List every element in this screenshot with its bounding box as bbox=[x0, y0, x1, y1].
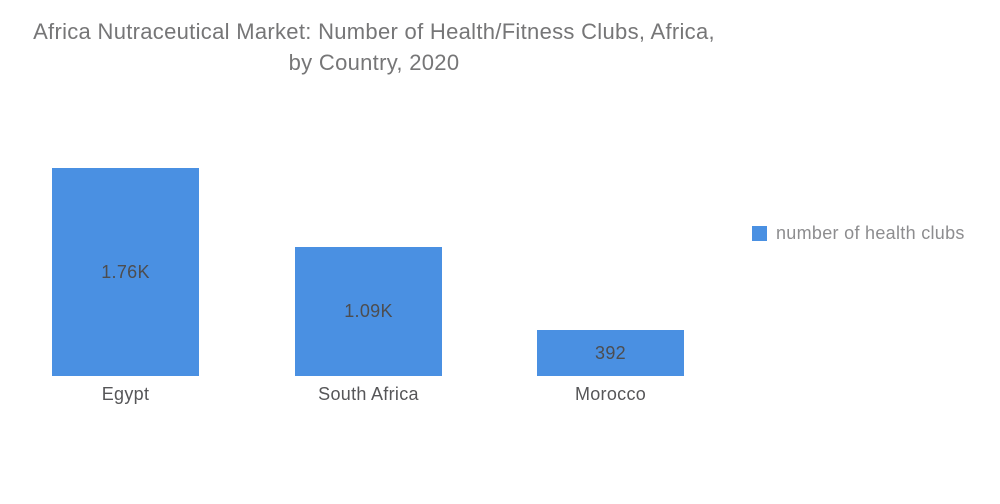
legend-swatch-icon bbox=[752, 226, 767, 241]
chart-title: Africa Nutraceutical Market: Number of H… bbox=[0, 16, 748, 78]
category-label: Morocco bbox=[574, 384, 647, 404]
bar-south-africa: 1.09K bbox=[295, 247, 442, 376]
bar-value-label: 1.76K bbox=[101, 261, 150, 282]
bar-value-label: 392 bbox=[595, 342, 626, 363]
bar-egypt: 1.76K bbox=[52, 168, 199, 376]
chart-title-line2: by Country, 2020 bbox=[288, 50, 460, 75]
category-label: South Africa bbox=[318, 384, 419, 404]
bar-value-label: 1.09K bbox=[344, 301, 393, 321]
legend-label: number of health clubs bbox=[776, 223, 965, 243]
bar-morocco: 392 bbox=[537, 330, 684, 376]
category-label: Egypt bbox=[101, 384, 150, 404]
legend: number of health clubs bbox=[752, 223, 965, 244]
chart-title-line1: Africa Nutraceutical Market: Number of H… bbox=[33, 19, 715, 44]
